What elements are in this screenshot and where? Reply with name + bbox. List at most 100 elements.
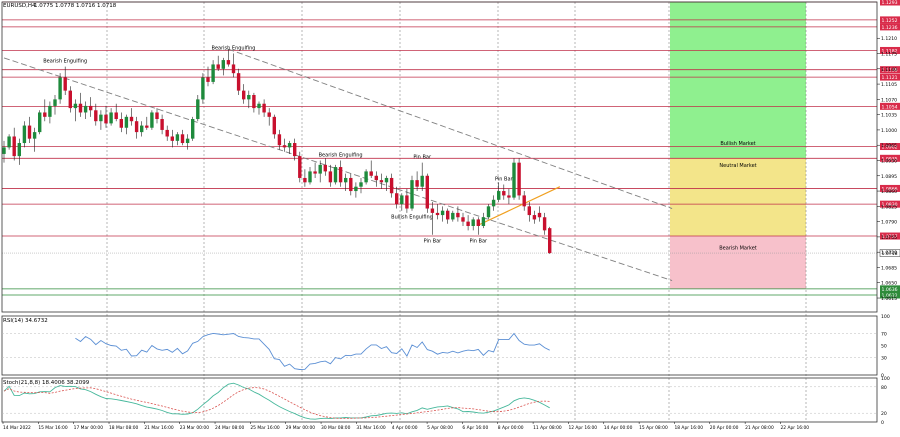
candle-body	[236, 73, 241, 91]
candle	[476, 217, 480, 235]
candle-body	[420, 175, 424, 187]
candle-body	[262, 103, 266, 113]
candle	[384, 175, 389, 192]
candle	[191, 116, 195, 141]
pattern-annotation: Pin Bar	[469, 239, 488, 245]
pattern-annotation: Bullish Engulfing	[391, 215, 433, 221]
candle-body	[94, 110, 98, 122]
candle	[185, 134, 190, 150]
level-price-tag	[880, 66, 900, 74]
candle-body	[257, 103, 261, 109]
candle	[129, 108, 134, 126]
candle-body	[497, 191, 501, 200]
candle	[410, 175, 414, 211]
candle	[272, 114, 276, 139]
candle-body	[466, 221, 470, 226]
candle	[313, 162, 317, 178]
level-price-tag	[880, 102, 900, 110]
candle-body	[542, 217, 547, 231]
rsi-tick-label: 100	[881, 314, 890, 320]
level-price-label: 1.0935	[882, 156, 898, 162]
candle	[461, 212, 465, 226]
candle	[114, 103, 118, 122]
candle-body	[293, 143, 297, 157]
candle	[109, 108, 113, 126]
candle-body	[451, 212, 455, 220]
channel-trendline[interactable]	[3, 57, 673, 281]
x-axis-label: 22 Apr 16:00	[780, 425, 809, 431]
pattern-annotation: Pin Bar	[413, 155, 432, 161]
candle	[94, 103, 98, 126]
candle-body	[43, 112, 47, 117]
candle	[415, 171, 419, 192]
x-axis-label: 21 Mar 16:00	[144, 425, 174, 431]
candle	[196, 95, 200, 122]
candle	[497, 182, 501, 202]
candle-body	[150, 112, 154, 128]
ohlc-readout: 1.0775 1.0778 1.0716 1.0718	[34, 3, 117, 9]
candle	[104, 105, 108, 128]
price-tick-label: 1.0895	[881, 174, 897, 180]
candle	[379, 173, 384, 189]
candle-body	[369, 171, 373, 176]
candle	[38, 110, 42, 135]
candle-body	[410, 180, 414, 209]
candle-body	[287, 143, 292, 148]
candle-body	[440, 210, 445, 216]
bullish-zone	[670, 2, 806, 159]
candle-body	[140, 125, 144, 133]
candle	[170, 129, 174, 148]
candle-body	[53, 99, 57, 106]
rsi-tick-label: 30	[881, 355, 887, 361]
candle-body	[252, 95, 256, 109]
stoch-main-line	[3, 382, 550, 420]
level-price-label: 1.0962	[882, 145, 898, 151]
x-axis-label: 24 Mar 08:00	[215, 425, 245, 431]
candle-body	[104, 114, 108, 124]
level-price-label: 1.0830	[882, 202, 898, 208]
candle-body	[7, 136, 11, 148]
level-price-tag	[880, 200, 900, 208]
level-price-tag	[880, 291, 900, 299]
candle	[53, 95, 57, 115]
candle-body	[206, 77, 210, 82]
candle-body	[12, 136, 16, 157]
price-tick-label: 1.0790	[881, 220, 897, 226]
candle-body	[323, 164, 327, 172]
channel-trendline[interactable]	[228, 48, 673, 209]
candle	[287, 140, 292, 154]
pattern-annotation: Pin Bar	[424, 239, 443, 245]
candle	[405, 188, 409, 213]
rsi-label: RSI(14) 34.6732	[3, 318, 48, 324]
candle	[89, 97, 93, 117]
main-panel-frame	[1, 1, 878, 313]
candle-body	[160, 119, 164, 130]
candle	[507, 188, 511, 205]
candle	[145, 116, 149, 130]
level-price-label: 1.0757	[882, 234, 898, 240]
candle	[242, 84, 246, 104]
candle-body	[282, 145, 287, 148]
candle-body	[384, 177, 389, 183]
candle-body	[364, 171, 368, 183]
rsi-tick-label: 70	[881, 332, 887, 338]
candle	[221, 57, 225, 76]
stoch-tick-label: 80	[881, 385, 887, 391]
candle	[303, 169, 307, 187]
candle-body	[129, 116, 134, 122]
candle-body	[17, 143, 21, 157]
x-axis-label: 20 Apr 00:00	[710, 425, 739, 431]
candle-body	[272, 116, 276, 135]
bearish-zone-label: Bearish Market	[719, 246, 757, 252]
candle	[155, 108, 159, 124]
pattern-annotation: Bearish Engulfing	[43, 59, 87, 65]
candle-body	[359, 182, 363, 187]
support-trendline[interactable]	[478, 186, 561, 226]
level-price-tag	[880, 285, 900, 293]
level-price-tag	[880, 46, 900, 54]
stoch-label: Stoch(21,8,8) 18.4006 38.2099	[3, 380, 90, 386]
candle	[542, 212, 547, 235]
candle-body	[48, 105, 52, 117]
